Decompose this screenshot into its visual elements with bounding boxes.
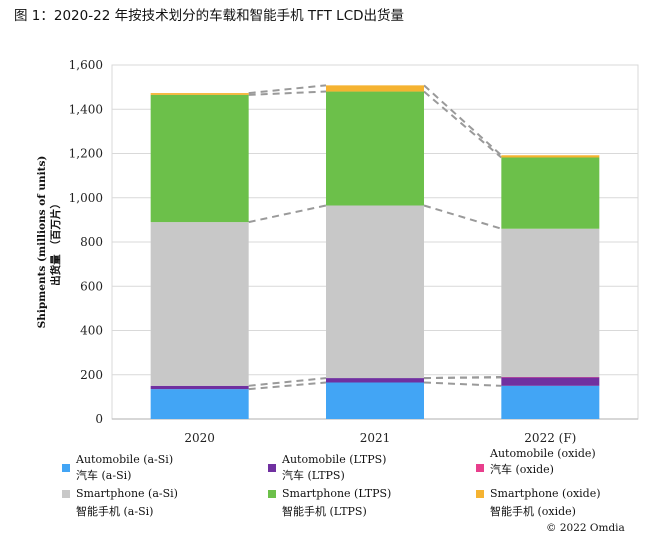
y-axis-label-cn: 出货量 （百万片） [49,198,62,286]
bar-segment [326,91,424,206]
y-tick-label: 800 [80,235,103,249]
bar-segment [326,382,424,419]
connector-line [248,377,327,387]
y-tick-label: 600 [80,279,103,293]
bar-segment [150,93,249,95]
y-tick-label: 1,200 [69,147,103,161]
bar-segment [150,222,249,386]
connector-line [423,84,503,157]
bar-segment [501,157,600,229]
y-tick-label: 0 [95,412,103,426]
bar-segment [501,228,600,377]
x-tick-label: 2022 (F) [524,431,576,445]
bar-segment [326,378,424,383]
y-tick-label: 1,400 [69,102,103,116]
connector-line [248,204,327,224]
bar-segment [150,94,249,223]
connector-line [423,381,502,387]
page-title: 图 1：2020-22 年按技术划分的车载和智能手机 TFT LCD出货量 [14,8,405,24]
bar-segment [326,205,424,379]
connector-line [248,381,327,391]
connector-line [423,204,502,230]
bar-segment [326,85,424,92]
bar-segment [501,377,600,386]
y-tick-label: 1,000 [69,191,103,205]
connector-line [423,375,502,380]
bar-segment [150,389,249,419]
bar-segment [501,155,600,158]
y-axis-label: Shipments (millions of units) [36,156,48,329]
y-tick-label: 200 [80,368,103,382]
connector-line [423,90,502,159]
bar-segment [501,385,600,419]
y-tick-label: 1,600 [69,58,103,72]
bar-segment [150,385,249,390]
connector-line [248,84,327,95]
tick-labels: 0 200 400 600 800 1,000 1,200 1,400 1,600 2020 202… [69,58,577,445]
x-tick-label: 2021 [360,431,391,445]
bars [150,85,600,419]
connector-lines [248,84,503,391]
y-tick-label: 400 [80,324,103,338]
x-tick-label: 2020 [184,431,215,445]
copyright: © 2022 Omdia [546,522,625,534]
connector-line [248,90,327,96]
